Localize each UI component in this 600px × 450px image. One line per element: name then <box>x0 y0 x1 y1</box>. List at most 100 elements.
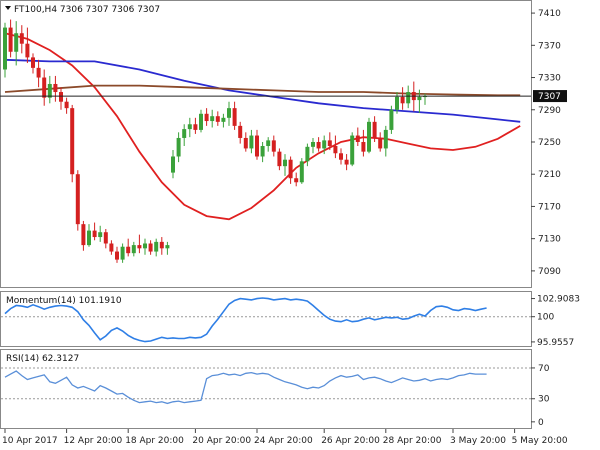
candle <box>322 135 327 155</box>
candle <box>299 158 304 184</box>
candle <box>372 116 377 142</box>
candle-body <box>232 108 237 126</box>
candle-body <box>361 141 366 152</box>
momentum-axis: 102.9083 100 95.9557 <box>531 295 580 348</box>
rsi-header-text: RSI(14) 62.3127 <box>6 354 79 364</box>
candle <box>92 222 97 241</box>
candle <box>19 25 24 54</box>
candle <box>417 89 422 113</box>
candle <box>238 121 243 144</box>
time-axis: 10 Apr 2017 12 Apr 20:00 18 Apr 20:00 20 Ap… <box>2 429 568 446</box>
price-tick-label: 7410 <box>538 9 561 19</box>
candle <box>59 87 63 110</box>
candle-body <box>333 146 338 154</box>
candle-body <box>64 101 69 109</box>
candle <box>350 132 355 167</box>
price-tick-label: 7370 <box>538 41 561 51</box>
price-panel-border <box>0 0 532 288</box>
candle-body <box>120 246 125 260</box>
price-tick-label: 7250 <box>538 138 561 148</box>
candle-body <box>367 121 371 152</box>
momentum-header-text: Momentum(14) 101.1910 <box>6 296 122 306</box>
candle <box>176 132 181 163</box>
candle <box>70 104 75 183</box>
price-tick-label: 7090 <box>538 267 561 277</box>
candle <box>3 22 7 78</box>
candle <box>266 137 271 152</box>
candle-body <box>137 245 142 249</box>
candle <box>367 117 371 154</box>
candle-body <box>305 146 310 162</box>
candle <box>148 240 153 255</box>
rsi-tick-label: 70 <box>538 364 550 374</box>
candle <box>221 113 226 128</box>
candle <box>406 85 411 109</box>
candle <box>400 87 405 110</box>
candle <box>316 137 321 152</box>
candle <box>277 148 282 171</box>
price-axis: 7090 7130 7170 7210 7250 7290 7330 7370 7410 <box>531 9 561 277</box>
candle <box>131 241 136 257</box>
candle <box>109 240 114 255</box>
time-tick-label: 24 Apr 20:00 <box>254 436 313 446</box>
candle <box>249 129 254 154</box>
candle-body <box>193 124 198 130</box>
slow-ma-line <box>4 58 521 123</box>
price-header: FT100,H4 7306 7307 7306 7307 <box>5 5 160 15</box>
candle <box>389 105 394 134</box>
current-price-tag-text: 7307 <box>538 92 561 102</box>
candle-body <box>70 108 75 175</box>
rsi-axis: 70 30 0 <box>531 364 550 428</box>
candle-body <box>294 178 299 183</box>
candle <box>137 234 142 254</box>
candle-body <box>350 135 355 165</box>
candle-body <box>159 241 164 249</box>
candle <box>31 53 35 74</box>
fast-ma-line <box>4 32 521 221</box>
candle-body <box>187 124 192 130</box>
candle-body <box>81 224 86 246</box>
candle <box>165 241 170 255</box>
candle <box>42 69 47 106</box>
candle <box>103 228 108 249</box>
candle <box>339 148 343 165</box>
candle <box>193 117 198 134</box>
candle-body <box>277 151 282 167</box>
candle <box>171 150 175 179</box>
time-tick-label: 18 Apr 20:00 <box>125 436 184 446</box>
candle <box>182 124 187 147</box>
price-tick-label: 7130 <box>538 235 561 245</box>
candle <box>115 246 119 263</box>
candle <box>8 19 13 58</box>
collapse-triangle-icon[interactable] <box>5 6 11 10</box>
candle-body <box>249 135 254 149</box>
price-tick-label: 7210 <box>538 170 561 180</box>
candle <box>87 224 91 247</box>
candle <box>154 238 159 257</box>
candle-body <box>255 135 259 157</box>
current-price-tag: 7307 <box>533 90 567 103</box>
candle-body <box>395 96 399 110</box>
candle-body <box>221 117 226 122</box>
candle-body <box>215 116 220 122</box>
candle-body <box>75 174 80 225</box>
candle-body <box>126 246 131 254</box>
momentum-panel: Momentum(14) 101.1910 102.9083 100 95.9557 <box>0 291 580 348</box>
candle-body <box>131 245 136 254</box>
candle <box>14 21 19 66</box>
candle <box>383 125 388 157</box>
candle-body <box>115 251 119 260</box>
candle-body <box>266 140 271 147</box>
candle-body <box>148 243 153 252</box>
candle-body <box>165 245 170 249</box>
momentum-line <box>4 297 487 343</box>
candle <box>75 170 80 231</box>
candle-body <box>171 156 175 173</box>
candle <box>204 108 209 126</box>
candle-body <box>372 121 377 138</box>
candle-body <box>8 27 13 52</box>
candle-body <box>227 108 231 118</box>
candle <box>283 154 287 176</box>
candle-body <box>355 135 360 142</box>
candle <box>361 129 366 157</box>
